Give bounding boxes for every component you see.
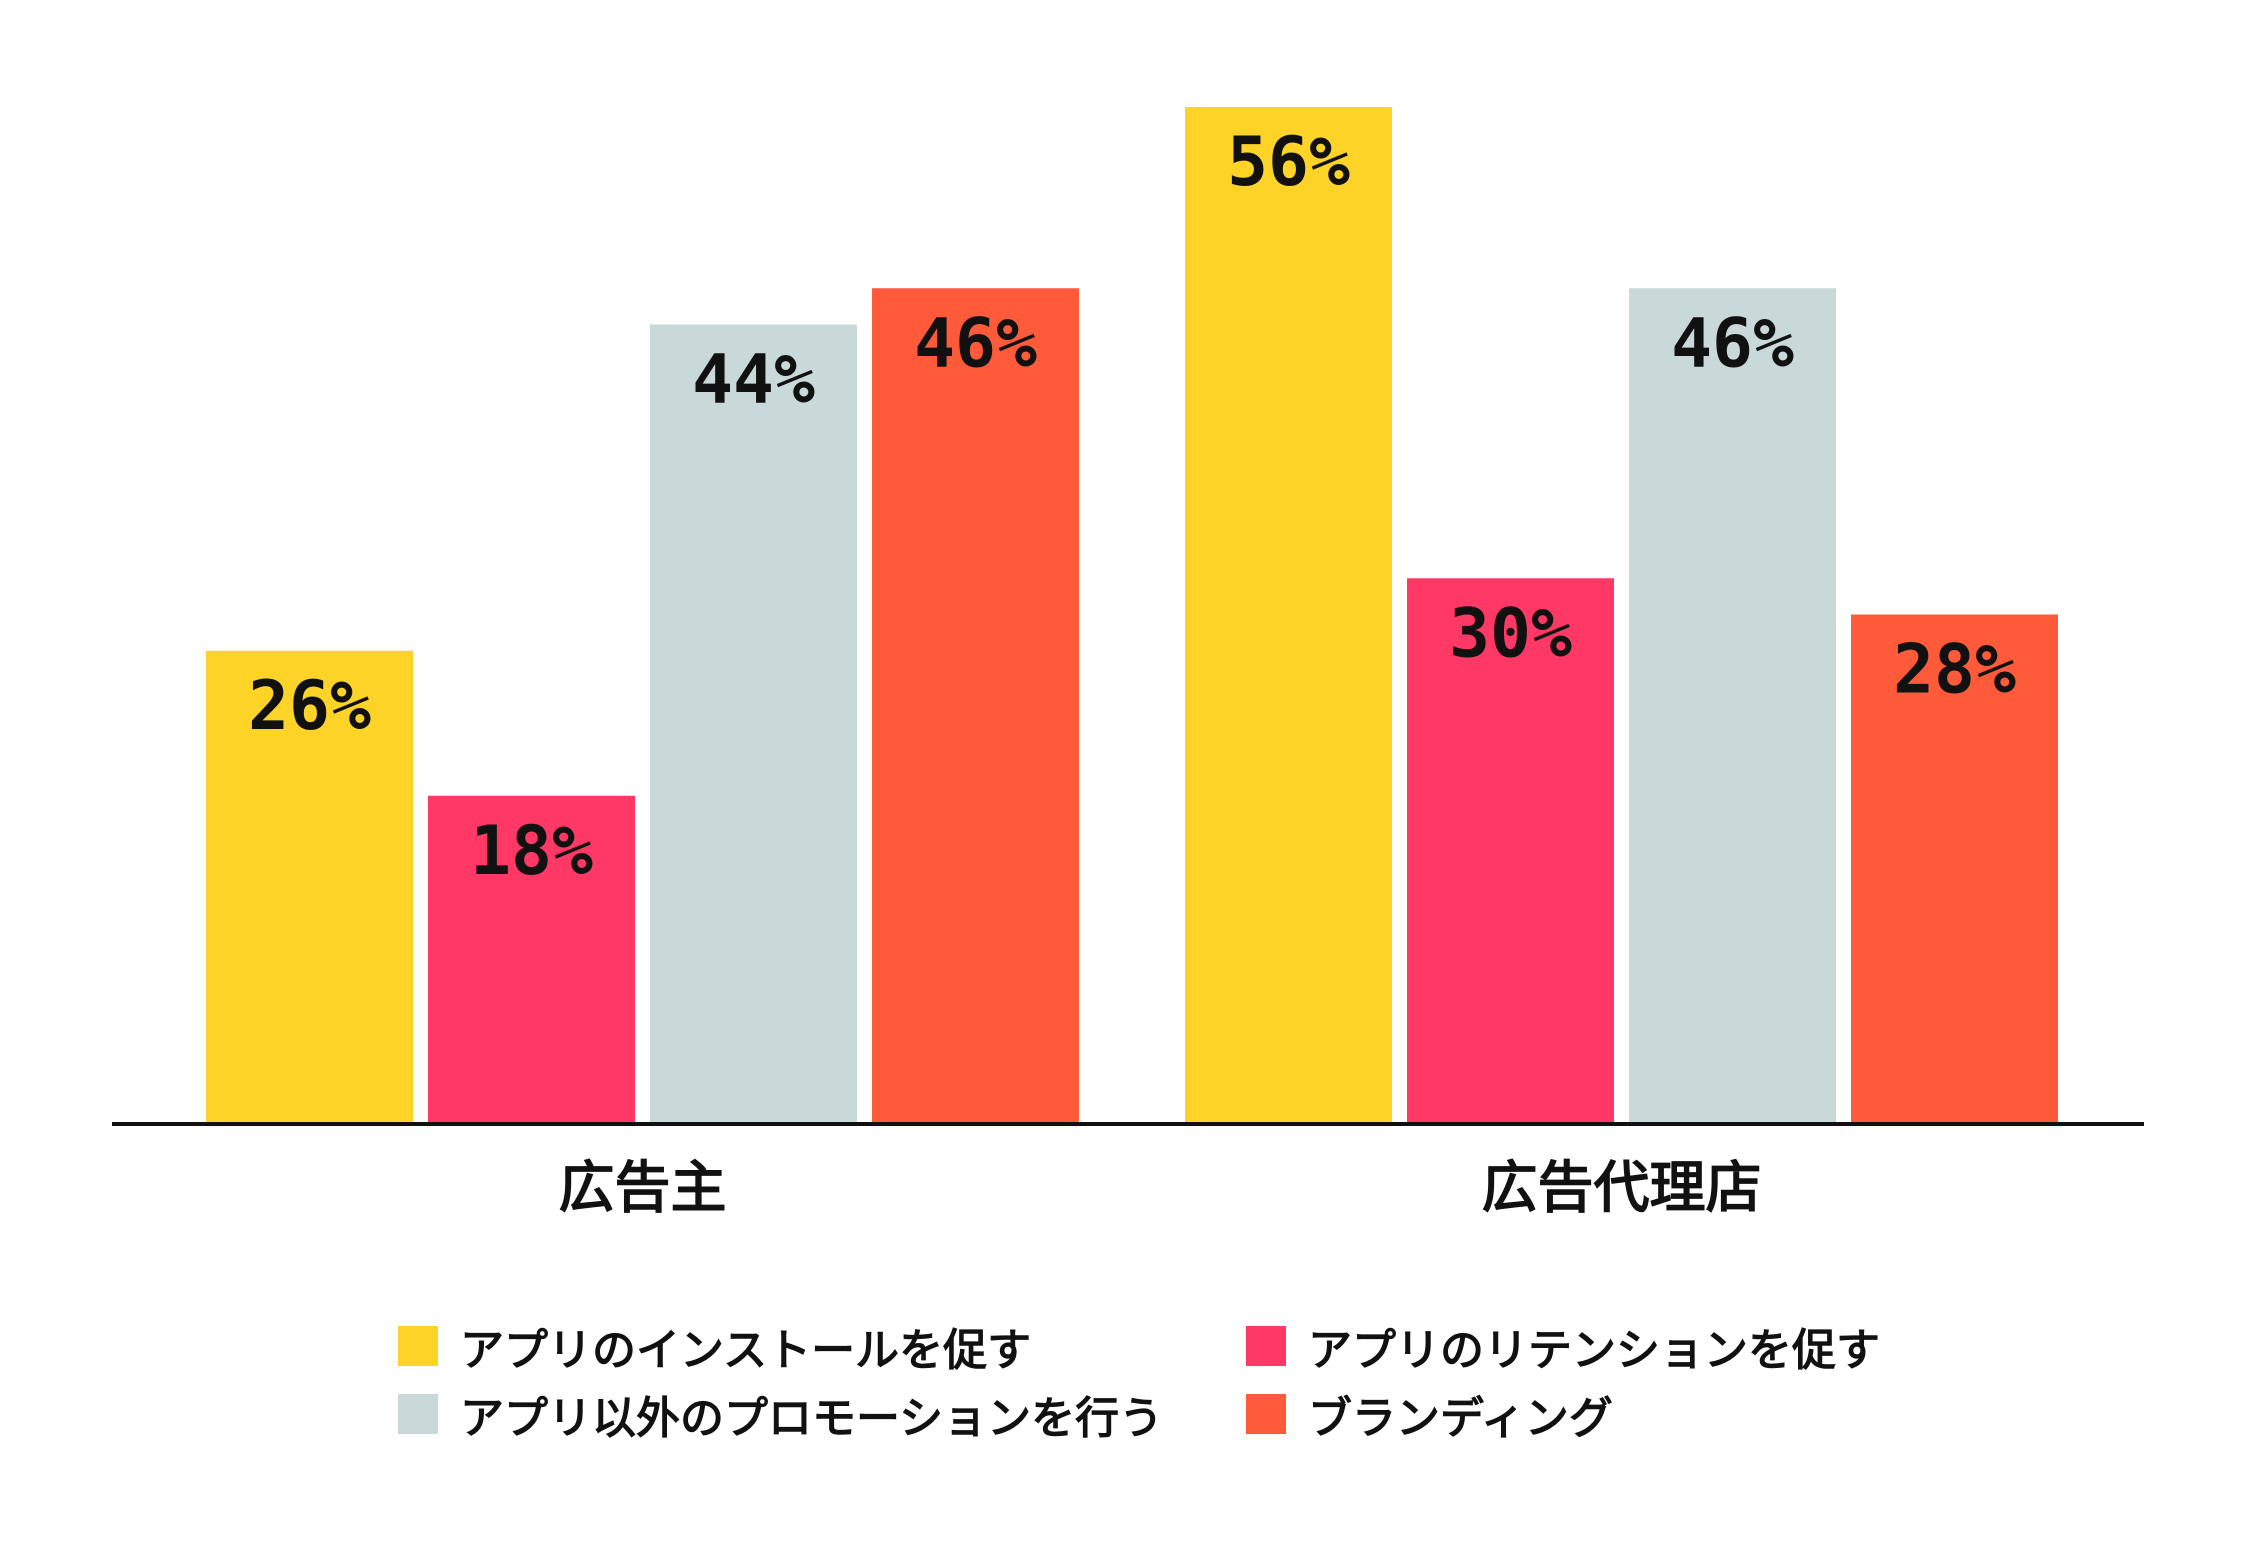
bar: [1851, 614, 2058, 1122]
bar: [1629, 288, 1836, 1122]
bar-value-label: 18%: [470, 812, 593, 891]
bar: [872, 288, 1079, 1122]
legend-swatch: [398, 1326, 438, 1366]
category-labels: 広告主 広告代理店: [559, 1156, 1762, 1221]
bar-value-label: 56%: [1227, 123, 1350, 202]
bar-value-label: 44%: [692, 341, 815, 420]
legend-swatch: [1246, 1394, 1286, 1434]
legend-label: アプリ以外のプロモーションを行う: [460, 1393, 1164, 1444]
legend-label: アプリのリテンションを促す: [1308, 1325, 1880, 1376]
legend-label: アプリのインストールを促す: [460, 1325, 1032, 1376]
bar: [1185, 107, 1392, 1122]
legend-label: ブランディング: [1308, 1393, 1613, 1444]
legend: アプリのインストールを促す アプリのリテンションを促すアプリ以外のプロモーションを…: [398, 1318, 1880, 1444]
bar: [206, 650, 413, 1122]
legend-swatch: [1246, 1326, 1286, 1366]
bar: [650, 324, 857, 1122]
bar-value-label: 28%: [1893, 631, 2016, 710]
bar: [1407, 578, 1614, 1122]
legend-item: ブランディング: [1246, 1386, 1878, 1444]
legend-item: アプリ以外のプロモーションを行う: [398, 1386, 1246, 1444]
bar-value-label: 30%: [1449, 594, 1572, 673]
bar-value-label: 26%: [248, 667, 371, 746]
legend-item: アプリのリテンションを促す: [1246, 1318, 1880, 1376]
bars-layer: 26% 18% 44% 46% 56% 30% 46% 28%: [206, 107, 2058, 1122]
category-label: 広告主: [559, 1156, 727, 1221]
bar-value-label: 46%: [914, 304, 1037, 383]
bar-value-label: 46%: [1671, 304, 1794, 383]
bar: [428, 795, 635, 1122]
category-label: 広告代理店: [1482, 1156, 1762, 1221]
legend-item: アプリのインストールを促す: [398, 1318, 1246, 1376]
legend-swatch: [398, 1394, 438, 1434]
